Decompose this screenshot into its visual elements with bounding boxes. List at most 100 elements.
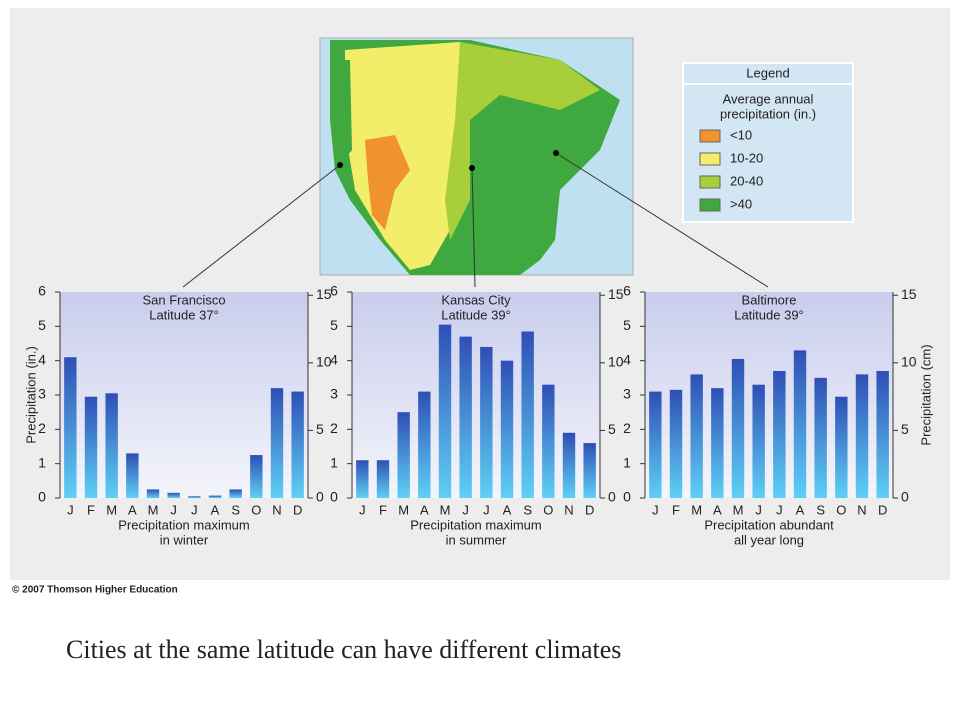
x-tick-label: M xyxy=(440,502,451,517)
y-tick-label: 4 xyxy=(623,351,631,367)
y-tick-label: 4 xyxy=(330,351,338,367)
bar xyxy=(250,455,263,498)
chart-note: Precipitation maximum xyxy=(118,517,250,532)
x-tick-label: J xyxy=(462,502,469,517)
bar xyxy=(126,453,139,498)
bar xyxy=(690,374,703,498)
bar xyxy=(500,360,514,498)
y2-tick-label: 0 xyxy=(901,489,909,505)
bar xyxy=(731,358,745,498)
bar xyxy=(855,374,869,498)
x-tick-label: M xyxy=(106,502,117,517)
map-coast xyxy=(333,60,352,165)
bar xyxy=(542,384,555,498)
chart-note: in winter xyxy=(160,532,209,547)
x-tick-label: D xyxy=(585,502,594,517)
bar xyxy=(270,388,284,498)
y-tick-label: 4 xyxy=(38,351,46,367)
city-dot xyxy=(553,150,559,156)
y-tick-label: 2 xyxy=(623,420,631,436)
x-tick-label: S xyxy=(231,502,240,517)
y-tick-label: 1 xyxy=(623,454,631,470)
bar xyxy=(521,331,534,498)
legend-label: >40 xyxy=(730,196,752,211)
y2-tick-label: 10 xyxy=(316,354,332,370)
map xyxy=(319,37,634,276)
connector xyxy=(471,167,476,288)
x-tick-label: O xyxy=(543,502,553,517)
chart-subtitle: Latitude 39° xyxy=(734,307,804,322)
bar xyxy=(562,432,576,498)
y-tick-label: 3 xyxy=(330,386,338,402)
y2-tick-label: 15 xyxy=(316,286,332,302)
legend-label: 10-20 xyxy=(730,150,763,165)
bar xyxy=(397,412,410,498)
x-tick-label: D xyxy=(878,502,887,517)
x-tick-label: N xyxy=(857,502,866,517)
chart-note: all year long xyxy=(734,532,804,547)
y-tick-label: 5 xyxy=(623,317,631,333)
bar xyxy=(356,460,369,498)
legend-swatch xyxy=(699,198,721,212)
y2-tick-label: 10 xyxy=(608,354,624,370)
plot-area xyxy=(645,292,893,498)
legend-subtitle: precipitation (in.) xyxy=(720,106,816,121)
caption: Cities at the same latitude can have dif… xyxy=(66,635,621,664)
y-tick-label: 0 xyxy=(623,489,631,505)
x-tick-label: A xyxy=(713,502,722,517)
y-tick-label: 5 xyxy=(38,317,46,333)
bar xyxy=(418,391,431,498)
bar xyxy=(669,389,683,498)
copyright: © 2007 Thomson Higher Education xyxy=(12,585,178,596)
plot-area xyxy=(352,292,600,498)
x-tick-label: J xyxy=(652,502,659,517)
x-tick-label: D xyxy=(293,502,302,517)
y-tick-label: 1 xyxy=(38,454,46,470)
x-tick-label: A xyxy=(503,502,512,517)
city-dot xyxy=(337,162,343,168)
y-tick-label: 6 xyxy=(38,283,46,299)
connector xyxy=(182,164,341,288)
y2-axis-label: Precipitation (cm) xyxy=(918,344,933,445)
x-tick-label: J xyxy=(67,502,74,517)
y2-tick-label: 0 xyxy=(608,489,616,505)
bar xyxy=(814,377,827,498)
y2-tick-label: 15 xyxy=(901,286,917,302)
chart-note: in summer xyxy=(446,532,507,547)
connectors xyxy=(182,150,769,288)
chart-title: Baltimore xyxy=(742,292,797,307)
x-tick-label: J xyxy=(755,502,762,517)
y2-tick-label: 15 xyxy=(608,286,624,302)
plot-area xyxy=(60,292,308,498)
x-tick-label: J xyxy=(359,502,366,517)
x-tick-label: F xyxy=(672,502,680,517)
x-tick-label: F xyxy=(87,502,95,517)
chart-title: Kansas City xyxy=(441,292,511,307)
x-tick-label: S xyxy=(816,502,825,517)
x-tick-label: A xyxy=(420,502,429,517)
legend-swatch xyxy=(699,129,721,143)
chart-title: San Francisco xyxy=(142,292,225,307)
chart-note: Precipitation abundant xyxy=(704,517,834,532)
bar xyxy=(480,346,493,498)
x-tick-label: O xyxy=(836,502,846,517)
y-tick-label: 2 xyxy=(330,420,338,436)
map-mid-region xyxy=(445,42,600,240)
legend-subtitle: Average annual xyxy=(723,91,814,106)
city-dot xyxy=(469,165,475,171)
bar xyxy=(208,495,222,498)
y-tick-label: 1 xyxy=(330,454,338,470)
map-desert xyxy=(365,135,410,230)
bar xyxy=(876,370,889,498)
y2-tick-label: 10 xyxy=(901,354,917,370)
x-tick-label: O xyxy=(251,502,261,517)
y2-tick-label: 5 xyxy=(901,421,909,437)
x-tick-label: A xyxy=(796,502,805,517)
legend-title: Legend xyxy=(746,65,789,80)
bar xyxy=(146,489,160,498)
y-tick-label: 6 xyxy=(330,283,338,299)
x-tick-label: A xyxy=(128,502,137,517)
chart-subtitle: Latitude 37° xyxy=(149,307,219,322)
bar xyxy=(649,391,662,498)
